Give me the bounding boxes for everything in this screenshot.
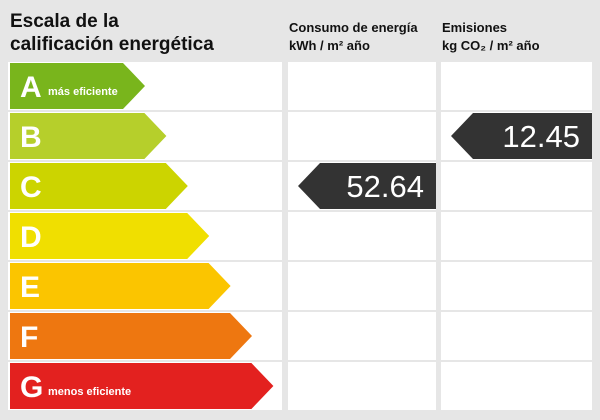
rating-indicator xyxy=(298,163,436,209)
cell xyxy=(441,62,592,110)
cell xyxy=(441,212,592,260)
grade-arrow xyxy=(10,263,231,309)
grade-arrow xyxy=(10,163,188,209)
rating-value: 12.45 xyxy=(502,119,580,154)
rating-indicator xyxy=(451,113,592,159)
grade-arrow xyxy=(10,113,167,159)
column-title: Emisiones xyxy=(442,20,507,35)
grade-note: menos eficiente xyxy=(48,386,131,398)
grade-letter: E xyxy=(20,271,40,304)
column-unit: kWh / m² año xyxy=(289,38,370,53)
grade-letter: G xyxy=(20,371,43,404)
rating-value: 52.64 xyxy=(346,169,424,204)
title-line: calificación energética xyxy=(10,34,214,55)
grade-letter: B xyxy=(20,121,42,154)
column-unit: kg CO₂ / m² año xyxy=(442,38,540,53)
cell xyxy=(288,262,436,310)
grade-arrow xyxy=(10,63,145,109)
cell xyxy=(288,312,436,360)
cell xyxy=(441,162,592,210)
column-title: Consumo de energía xyxy=(289,20,418,35)
grade-letter: D xyxy=(20,221,42,254)
grade-arrow xyxy=(10,213,210,259)
cell xyxy=(288,362,436,410)
cell xyxy=(288,112,436,160)
cell xyxy=(288,212,436,260)
grade-letter: A xyxy=(20,71,42,104)
cell xyxy=(288,62,436,110)
cell xyxy=(441,362,592,410)
grade-arrow xyxy=(10,363,274,409)
grade-letter: F xyxy=(20,321,38,354)
grade-note: más eficiente xyxy=(48,86,118,98)
grade-arrow xyxy=(10,313,252,359)
cell xyxy=(441,262,592,310)
cell xyxy=(441,312,592,360)
grade-letter: C xyxy=(20,171,42,204)
title-line: Escala de la xyxy=(10,11,119,32)
